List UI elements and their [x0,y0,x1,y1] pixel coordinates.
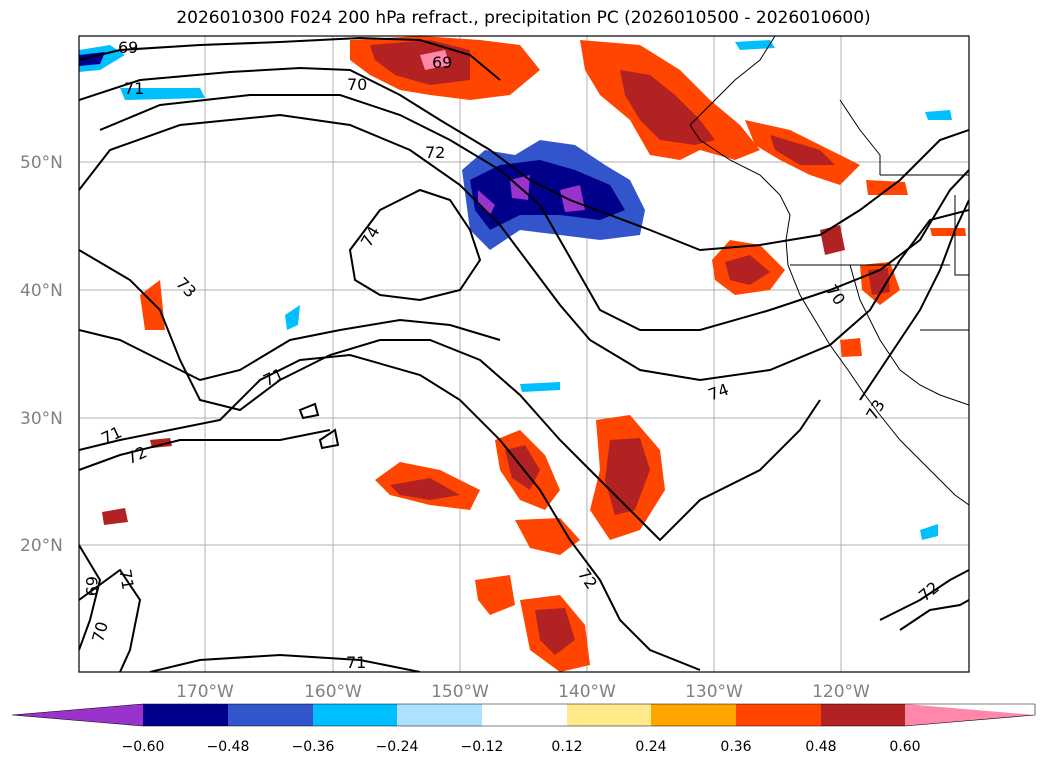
colorbar-segment [567,704,651,726]
positive-anomaly-region [102,36,966,672]
contour-label: 71 [124,79,144,98]
colorbar-extend-low [12,704,143,726]
colorbar-tick-label: 0.24 [635,739,666,755]
colorbar-tick-label: −0.48 [207,739,250,755]
colorbar: −0.60 −0.48 −0.36 −0.24 −0.12 0.12 0.24 … [11,703,1036,755]
lat-label: 20°N [20,536,63,556]
map-title: 2026010300 F024 200 hPa refract., precip… [176,8,871,28]
contour-label: 72 [425,143,445,162]
colorbar-tick-label: −0.60 [122,739,165,755]
colorbar-segment [143,704,228,726]
contour-label: 71 [115,568,137,591]
contour-label: 69 [432,53,452,72]
lat-label: 30°N [20,409,63,429]
colorbar-tick-label: −0.36 [292,739,335,755]
lat-label: 50°N [20,153,63,173]
lon-label: 160°W [304,682,362,702]
colorbar-segment [651,704,736,726]
refractivity-contours [79,36,969,672]
lon-label: 130°W [685,682,743,702]
lon-label: 120°W [812,682,870,702]
colorbar-tick-label: −0.12 [461,739,504,755]
colorbar-tick-label: 0.36 [720,739,751,755]
latitude-labels: 50°N 40°N 30°N 20°N [20,153,63,556]
colorbar-segment [482,704,567,726]
colorbar-segment [228,704,313,726]
lon-label: 140°W [558,682,616,702]
map-area [79,36,969,672]
colorbar-tick-label: 0.60 [889,739,920,755]
colorbar-tick-labels: −0.60 −0.48 −0.36 −0.24 −0.12 0.12 0.24 … [122,739,921,755]
lon-label: 150°W [431,682,489,702]
colorbar-tick-label: −0.24 [376,739,419,755]
lat-label: 40°N [20,281,63,301]
colorbar-outline [11,703,1036,727]
colorbar-tick-label: 0.48 [805,739,836,755]
lon-label: 170°W [176,682,234,702]
colorbar-tick-label: 0.12 [551,739,582,755]
contour-label: 70 [88,620,112,645]
colorbar-extend-high [905,704,1035,726]
contour-label: 69 [118,38,138,57]
colorbar-segment [736,704,821,726]
longitude-labels: 170°W 160°W 150°W 140°W 130°W 120°W [176,682,870,702]
colorbar-segment [313,704,397,726]
contour-label: 71 [346,653,366,672]
colorbar-segment [397,704,482,726]
map-border [78,35,970,673]
contour-label: 70 [347,75,367,94]
colorbar-segment [821,704,905,726]
contour-label: 69 [82,576,101,596]
